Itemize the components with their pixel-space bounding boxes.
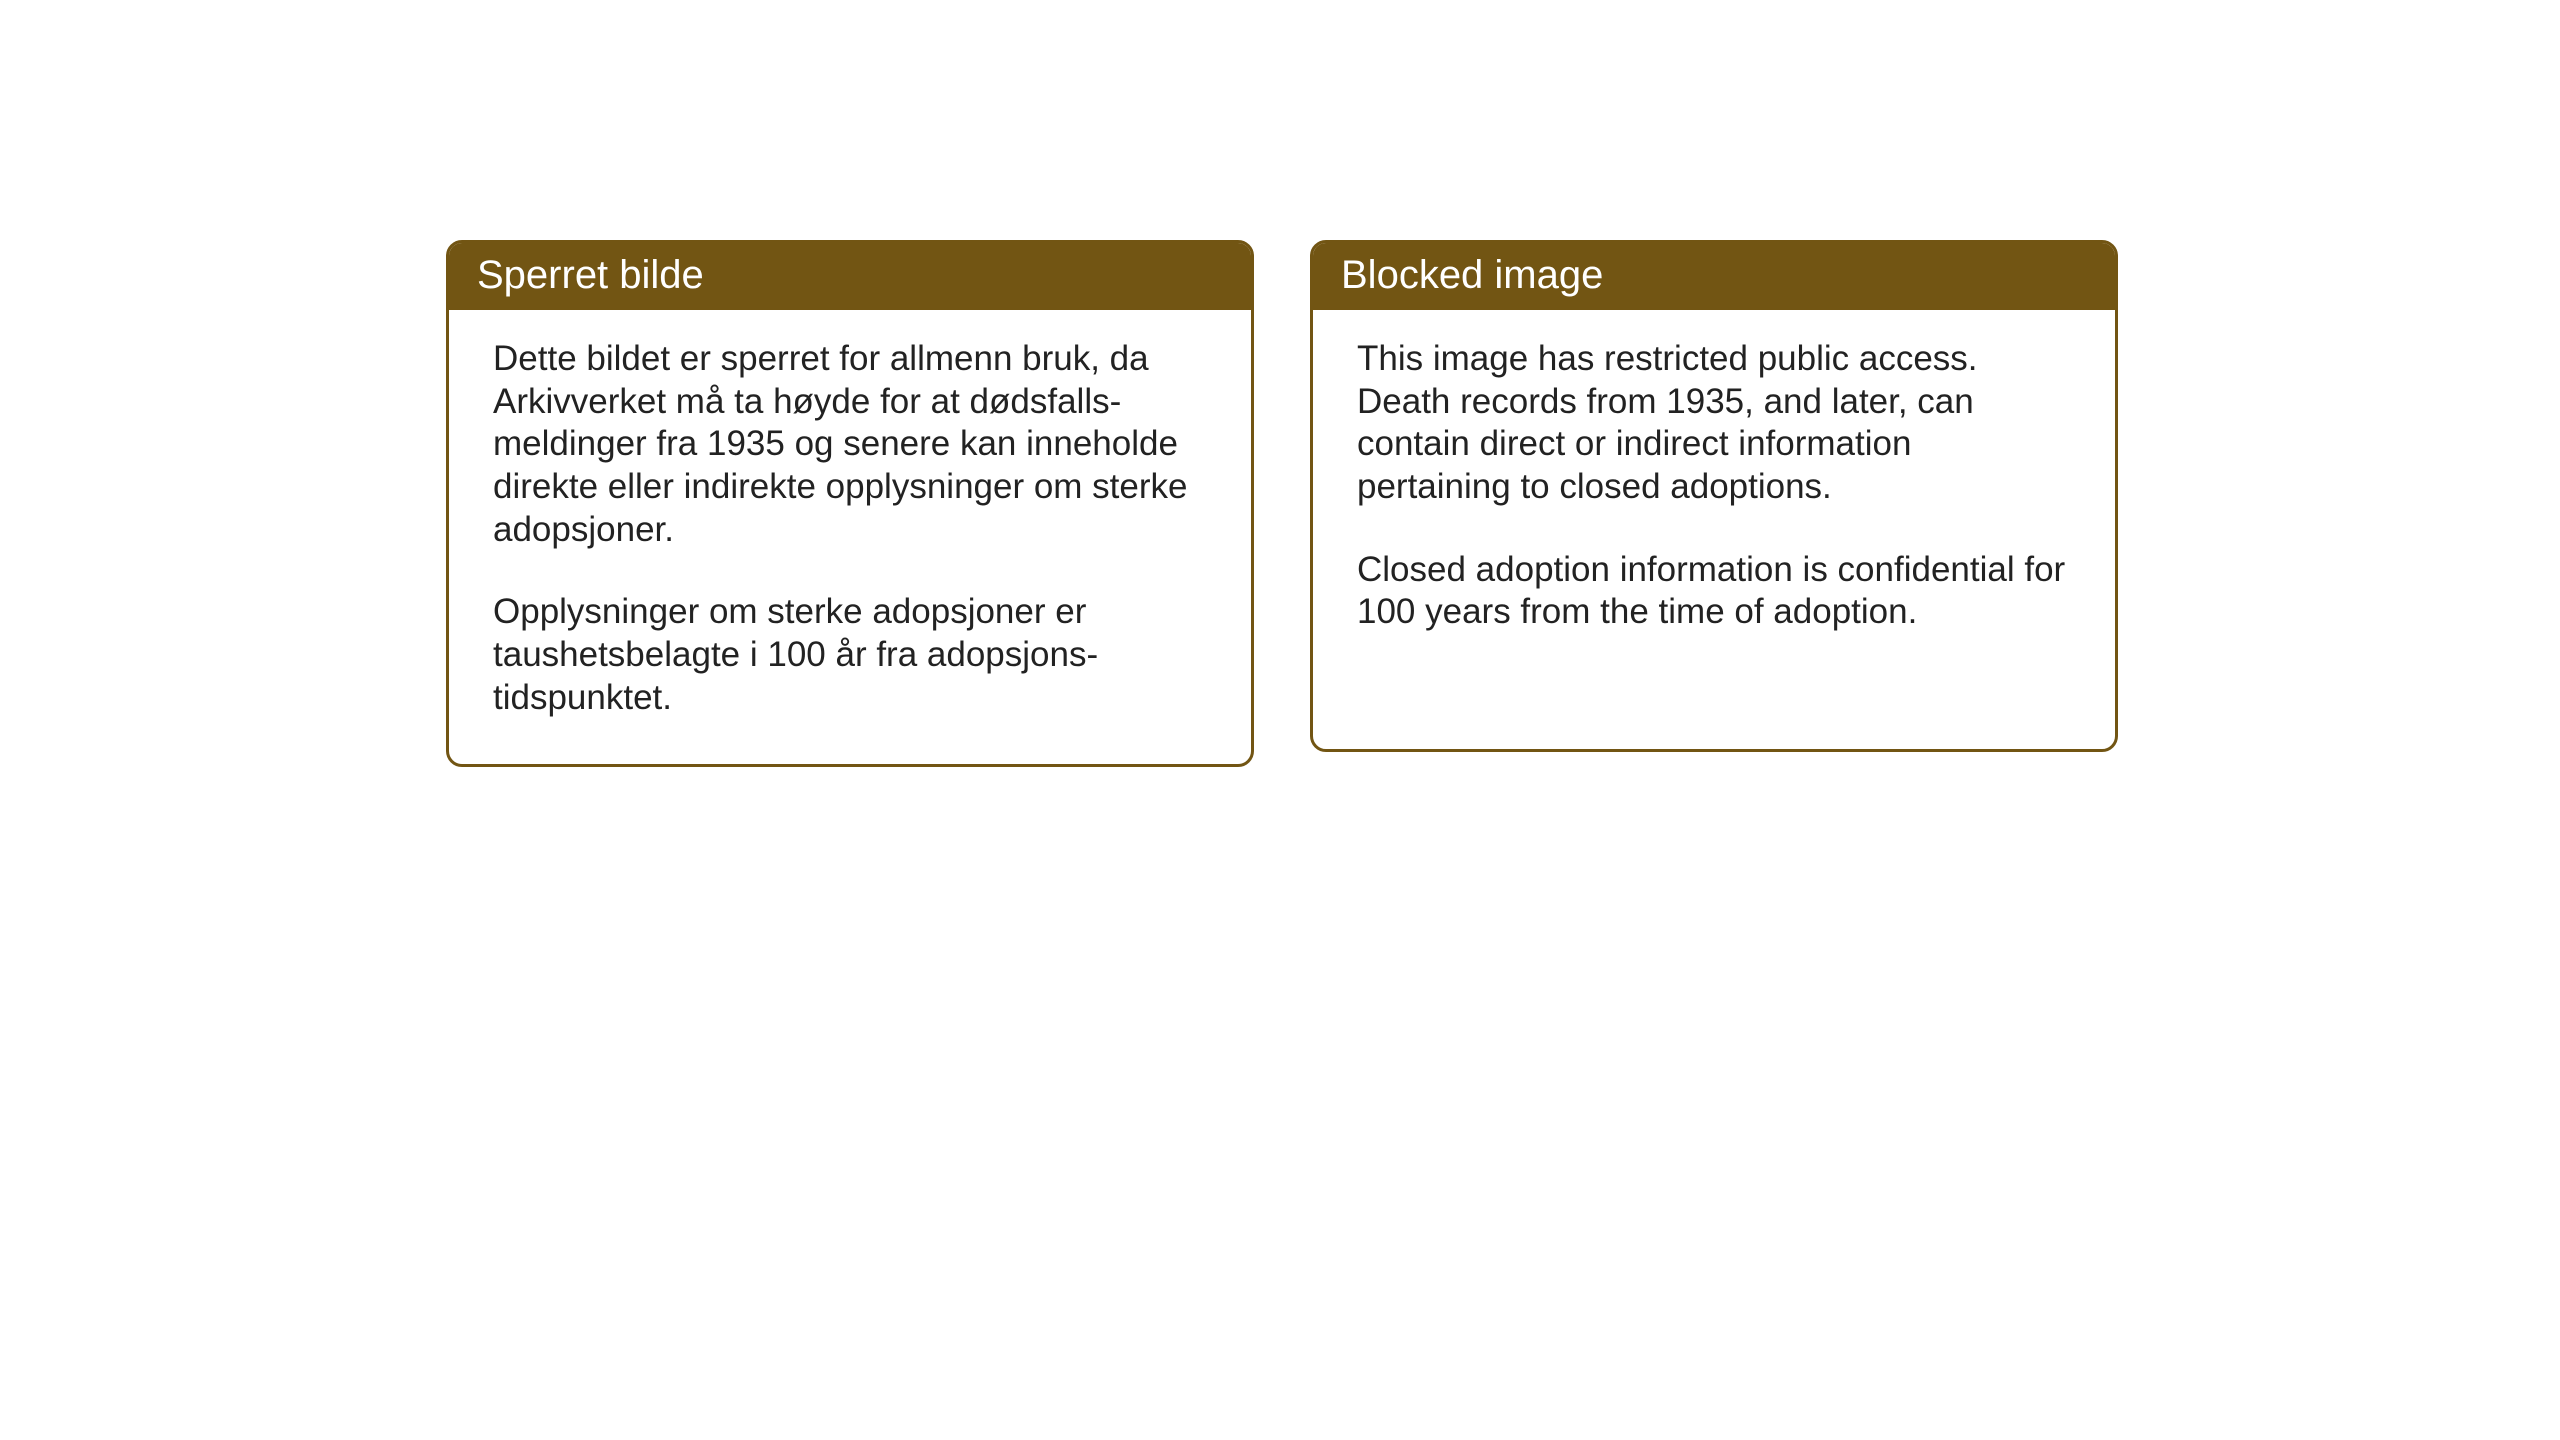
notice-title-english: Blocked image: [1313, 243, 2115, 310]
notice-paragraph-2-english: Closed adoption information is confident…: [1357, 549, 2071, 634]
notice-box-norwegian: Sperret bilde Dette bildet er sperret fo…: [446, 240, 1254, 767]
notice-paragraph-1-english: This image has restricted public access.…: [1357, 338, 2071, 509]
notice-body-english: This image has restricted public access.…: [1313, 310, 2115, 678]
notice-paragraph-1-norwegian: Dette bildet er sperret for allmenn bruk…: [493, 338, 1207, 551]
notice-box-english: Blocked image This image has restricted …: [1310, 240, 2118, 752]
notice-paragraph-2-norwegian: Opplysninger om sterke adopsjoner er tau…: [493, 591, 1207, 719]
notice-body-norwegian: Dette bildet er sperret for allmenn bruk…: [449, 310, 1251, 764]
notice-container: Sperret bilde Dette bildet er sperret fo…: [446, 240, 2118, 767]
notice-title-norwegian: Sperret bilde: [449, 243, 1251, 310]
